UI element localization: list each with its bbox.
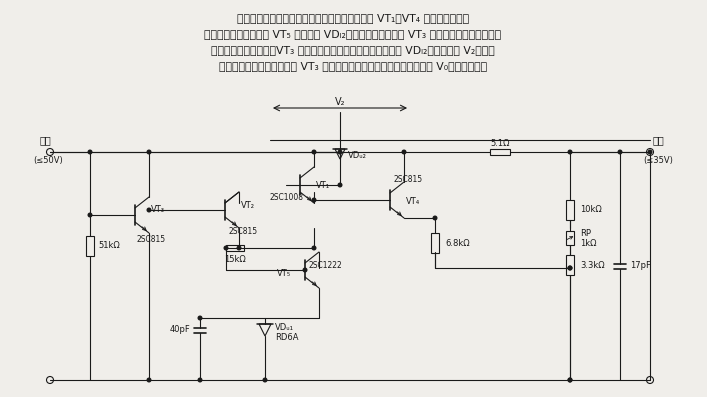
- Circle shape: [312, 150, 316, 154]
- Circle shape: [198, 316, 201, 320]
- Text: RP: RP: [580, 229, 591, 239]
- Text: 2SC815: 2SC815: [229, 227, 258, 237]
- Text: 2SC815: 2SC815: [394, 175, 423, 185]
- Circle shape: [147, 208, 151, 212]
- Circle shape: [338, 183, 341, 187]
- Text: (≤35V): (≤35V): [643, 156, 673, 164]
- Text: (≤50V): (≤50V): [33, 156, 63, 164]
- Text: VDᵤ₁: VDᵤ₁: [275, 324, 294, 333]
- Bar: [431, 233, 439, 253]
- Text: 6.8kΩ: 6.8kΩ: [445, 239, 469, 247]
- Bar: [490, 149, 510, 155]
- Circle shape: [88, 150, 92, 154]
- Bar: [86, 236, 94, 256]
- Text: 输出: 输出: [652, 135, 664, 145]
- Circle shape: [147, 150, 151, 154]
- Text: 不受输入电压变动影响的稳压电源电路。电路由 VT₁～VT₄ 构成基本稳压电: 不受输入电压变动影响的稳压电源电路。电路由 VT₁～VT₄ 构成基本稳压电: [237, 13, 469, 23]
- Bar: [226, 245, 244, 251]
- Circle shape: [147, 378, 151, 382]
- Circle shape: [198, 378, 201, 382]
- Circle shape: [224, 246, 228, 250]
- Circle shape: [568, 266, 572, 270]
- Text: 40pF: 40pF: [169, 326, 190, 335]
- Text: 集电极电压变动，不会影响 VT₃ 的发射极。但直流输入电压一定要高于 V₀，效率降低。: 集电极电压变动，不会影响 VT₃ 的发射极。但直流输入电压一定要高于 V₀，效率…: [219, 61, 487, 71]
- Circle shape: [568, 150, 572, 154]
- Text: 2SC815: 2SC815: [137, 235, 166, 243]
- Bar: [566, 255, 574, 275]
- Circle shape: [568, 378, 572, 382]
- Text: 17pF: 17pF: [630, 262, 651, 270]
- Circle shape: [238, 246, 241, 250]
- Text: RD6A: RD6A: [275, 333, 298, 343]
- Circle shape: [618, 150, 621, 154]
- Text: 3.3kΩ: 3.3kΩ: [580, 260, 604, 270]
- Circle shape: [312, 246, 316, 250]
- Text: VT₃: VT₃: [151, 206, 165, 214]
- Text: 输入电压变动的影响。VT₃ 的基极电压等于输出电压加上稳压管 VDₗ₂的稳定电压 V₂，即使: 输入电压变动的影响。VT₃ 的基极电压等于输出电压加上稳压管 VDₗ₂的稳定电压…: [211, 45, 495, 55]
- Circle shape: [402, 150, 406, 154]
- Text: 10kΩ: 10kΩ: [580, 206, 602, 214]
- Text: VT₁: VT₁: [316, 181, 330, 189]
- Circle shape: [338, 150, 341, 154]
- Circle shape: [88, 213, 92, 217]
- Circle shape: [648, 150, 652, 154]
- Text: 1kΩ: 1kΩ: [580, 239, 597, 247]
- Text: 5.1Ω: 5.1Ω: [490, 139, 510, 148]
- Text: 15kΩ: 15kΩ: [224, 254, 246, 264]
- Circle shape: [568, 266, 572, 270]
- Bar: [566, 200, 574, 220]
- Text: 输入: 输入: [39, 135, 51, 145]
- Text: 51kΩ: 51kΩ: [98, 241, 119, 251]
- Text: 2SC1008: 2SC1008: [270, 193, 304, 202]
- Text: V₂: V₂: [334, 97, 345, 107]
- Text: 2SC1222: 2SC1222: [309, 262, 343, 270]
- Text: VT₄: VT₄: [406, 197, 420, 206]
- Circle shape: [568, 378, 572, 382]
- Text: VT₅: VT₅: [277, 270, 291, 279]
- Bar: [566, 231, 574, 245]
- Text: VT₂: VT₂: [241, 202, 255, 210]
- Circle shape: [312, 198, 316, 202]
- Text: VDᵤ₂: VDᵤ₂: [348, 152, 367, 160]
- Circle shape: [303, 268, 307, 272]
- Text: 路。另外，增设晶体管 VT₅ 和稳压管 VDₗ₂，使误差放大晶体管 VT₃ 的集电极电压稳定，减少: 路。另外，增设晶体管 VT₅ 和稳压管 VDₗ₂，使误差放大晶体管 VT₃ 的集…: [204, 29, 501, 39]
- Circle shape: [433, 216, 437, 220]
- Circle shape: [263, 378, 267, 382]
